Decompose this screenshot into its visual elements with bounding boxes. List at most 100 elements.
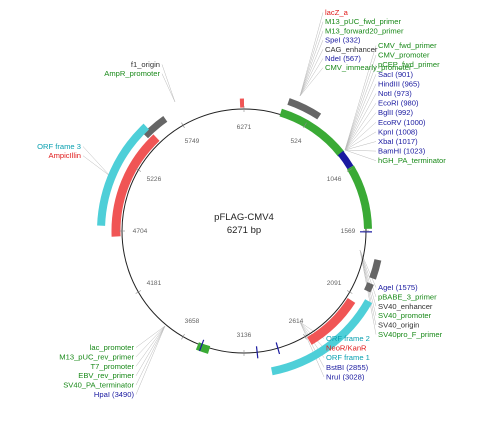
leader-line <box>344 149 377 161</box>
feature-label-orf-frame-1[interactable]: ORF frame 1 <box>326 353 370 362</box>
feature-label-lac-promoter[interactable]: lac_promoter <box>90 343 135 352</box>
feature-label-noti-973[interactable]: NotI (973) <box>378 89 412 98</box>
feature-label-cmv-immearly-promoter[interactable]: CMV_immearly_promoter <box>325 63 412 72</box>
feature-label-hindiii-965[interactable]: HindIII (965) <box>378 79 420 88</box>
leader-line <box>82 146 111 177</box>
feature-arc-hgh-pa-terminator <box>346 165 372 229</box>
feature-arc-orf-frame-1 <box>271 299 373 376</box>
feature-label-sv40-pa-terminator[interactable]: SV40_PA_terminator <box>63 381 134 390</box>
feature-label-orf-frame-2[interactable]: ORF frame 2 <box>326 334 370 343</box>
tick-labels: 6271 524 1046 1569 2091 2614 3136 3658 4181 4704 5… <box>119 106 369 356</box>
feature-label-saci-901[interactable]: SacI (901) <box>378 70 414 79</box>
feature-label-pcep-fwd-primer[interactable]: pCEP_fwd_primer <box>378 60 440 69</box>
leader-line <box>344 64 377 151</box>
feature-label-m13-forward20-primer[interactable]: M13_forward20_primer <box>325 26 404 35</box>
tick-label: 1569 <box>341 228 356 235</box>
site-mark-bstbi <box>275 342 281 355</box>
feature-label-pbabe-3-primer[interactable]: pBABE_3_primer <box>378 292 437 301</box>
feature-arc-sv40-origin <box>364 282 374 293</box>
leader-line <box>161 64 176 103</box>
leader-line <box>135 325 166 367</box>
leader-line <box>299 58 324 97</box>
leader-line <box>135 325 166 376</box>
feature-label-hpai-3490[interactable]: HpaI (3490) <box>94 390 135 399</box>
feature-label-lacz-a[interactable]: lacZ_a <box>325 8 349 17</box>
tick-mark <box>303 122 307 129</box>
leader-line <box>344 83 377 151</box>
feature-labels: lacZ_aM13_pUC_fwd_primerM13_forward20_pr… <box>37 8 446 399</box>
feature-label-sv40pro-f-primer[interactable]: SV40pro_F_primer <box>378 330 443 339</box>
feature-label-ebv-rev-primer[interactable]: EBV_rev_primer <box>78 371 134 380</box>
feature-label-orf-frame-3[interactable]: ORF frame 3 <box>37 142 81 151</box>
tick-label: 3658 <box>185 318 200 325</box>
tick-mark <box>346 290 353 294</box>
tick-mark <box>303 333 307 340</box>
feature-label-xbai-1017[interactable]: XbaI (1017) <box>378 137 418 146</box>
feature-label-cmv-fwd-primer[interactable]: CMV_fwd_primer <box>378 41 437 50</box>
leader-line <box>299 321 325 378</box>
leader-line <box>135 325 166 348</box>
feature-label-kpni-1008[interactable]: KpnI (1008) <box>378 127 418 136</box>
leader-line <box>344 45 377 151</box>
feature-arc-cmv-promoter <box>279 108 345 157</box>
leader-line <box>161 73 176 103</box>
tick-mark <box>181 333 185 340</box>
tick-label: 2614 <box>289 318 304 325</box>
leader-line <box>344 74 377 151</box>
leader-line <box>344 149 377 152</box>
feature-label-agei-1575[interactable]: AgeI (1575) <box>378 283 418 292</box>
feature-label-hgh-pa-terminator[interactable]: hGH_PA_terminator <box>378 156 446 165</box>
tick-mark <box>135 168 142 172</box>
tick-label: 6271 <box>237 124 252 131</box>
leader-line <box>359 249 377 335</box>
tick-label: 3136 <box>237 332 252 339</box>
feature-label-m13-puc-rev-primer[interactable]: M13_pUC_rev_primer <box>59 352 134 361</box>
feature-label-ampr-promoter[interactable]: AmpR_promoter <box>104 69 160 78</box>
feature-label-ndei-567[interactable]: NdeI (567) <box>325 54 361 63</box>
tick-label: 1046 <box>327 176 342 183</box>
feature-label-ecori-980[interactable]: EcoRI (980) <box>378 99 419 108</box>
leader-line <box>344 55 377 151</box>
leader-line <box>344 93 377 151</box>
feature-arc-sv40-enhancer <box>369 259 382 280</box>
feature-label-cag-enhancer[interactable]: CAG_enhancer <box>325 45 378 54</box>
tick-label: 4181 <box>147 280 162 287</box>
leader-line <box>299 49 324 97</box>
leader-line <box>135 325 166 358</box>
feature-label-bamhi-1023[interactable]: BamHI (1023) <box>378 147 426 156</box>
feature-label-nrui-3028[interactable]: NruI (3028) <box>326 372 365 381</box>
plasmid-name: pFLAG-CMV4 <box>214 212 274 223</box>
feature-label-sv40-promoter[interactable]: SV40_promoter <box>378 311 432 320</box>
feature-arc-cag-enhancer <box>287 98 322 120</box>
feature-label-ampicillin[interactable]: AmpicIllin <box>49 151 82 160</box>
feature-label-bglii-992[interactable]: BglII (992) <box>378 108 414 117</box>
tick-label: 4704 <box>133 228 148 235</box>
leader-line <box>299 12 324 97</box>
feature-label-bstbi-2855[interactable]: BstBI (2855) <box>326 363 369 372</box>
feature-label-f1-origin[interactable]: f1_origin <box>131 60 160 69</box>
feature-label-m13-puc-fwd-primer[interactable]: M13_pUC_fwd_primer <box>325 17 401 26</box>
feature-label-t7-promoter[interactable]: T7_promoter <box>91 362 135 371</box>
feature-label-neor-kanr[interactable]: NeoR/KanR <box>326 344 367 353</box>
leader-line <box>344 102 377 151</box>
leader-line <box>344 112 377 151</box>
tick-mark <box>346 168 353 172</box>
feature-arc-orf-frame-3 <box>97 123 150 226</box>
leader-line <box>299 40 324 97</box>
feature-label-sv40-enhancer[interactable]: SV40_enhancer <box>378 302 433 311</box>
feature-arc-sv40-pa-terminator <box>195 342 211 354</box>
feature-label-ecorv-1000[interactable]: EcoRV (1000) <box>378 118 426 127</box>
feature-label-cmv-promoter[interactable]: CMV_promoter <box>378 51 430 60</box>
tick-label: 5749 <box>185 138 200 145</box>
plasmid-size: 6271 bp <box>227 225 261 236</box>
feature-arc-mcs <box>337 150 354 170</box>
leader-line <box>299 30 324 97</box>
tick-label: 524 <box>290 138 301 145</box>
site-mark-nrui <box>255 346 259 359</box>
leader-line <box>359 249 377 288</box>
feature-label-sv40-origin[interactable]: SV40_origin <box>378 321 419 330</box>
feature-arc-f1-origin <box>142 116 168 139</box>
feature-arc-ampicillin <box>111 134 160 237</box>
feature-label-spei-332[interactable]: SpeI (332) <box>325 36 361 45</box>
